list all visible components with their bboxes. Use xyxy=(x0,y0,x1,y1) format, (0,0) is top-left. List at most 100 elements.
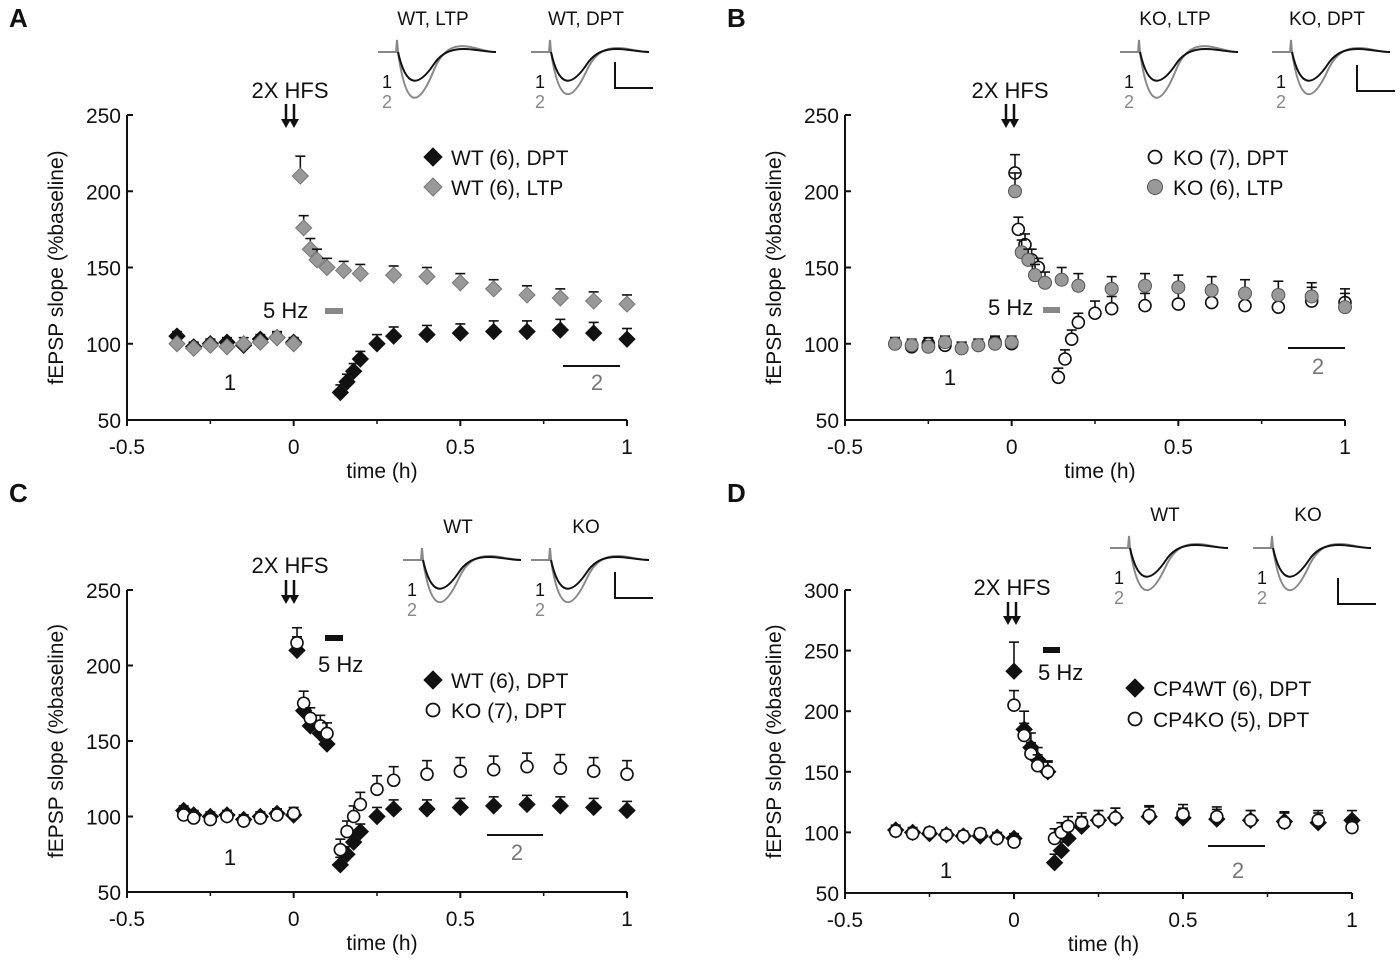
x-tick-label: 0.5 xyxy=(446,436,475,459)
data-point xyxy=(420,767,434,782)
data-point xyxy=(303,711,318,726)
trace-label-1: 1 xyxy=(535,72,545,92)
data-point xyxy=(370,782,384,797)
trace-inset: KO 12 xyxy=(1253,505,1372,608)
data-point xyxy=(618,330,636,348)
data-point xyxy=(344,833,363,851)
legend-entry-label: KO (7), DPT xyxy=(451,700,567,723)
y-tick-label: 200 xyxy=(86,181,121,204)
period-2-label: 2 xyxy=(1232,858,1244,883)
data-point xyxy=(340,824,354,839)
data-point xyxy=(938,335,952,350)
data-point xyxy=(1061,819,1075,834)
data-point xyxy=(1064,332,1079,346)
baseline-period-label: 1 xyxy=(224,370,236,395)
data-point xyxy=(1038,275,1052,290)
panel-a: A 50 100 150 200 250 -0.5 0 0.5 1 time (h) fEPSP sl… xyxy=(9,3,653,483)
data-series-1 xyxy=(888,689,1359,849)
trace-baseline xyxy=(1129,544,1229,578)
legend-marker xyxy=(423,147,443,167)
panel-letter: D xyxy=(727,478,746,508)
data-point xyxy=(484,322,503,341)
data-point xyxy=(1271,300,1286,314)
data-point xyxy=(418,800,436,818)
data-point xyxy=(1238,286,1252,301)
trace-title: WT xyxy=(1150,505,1180,526)
legend-marker xyxy=(1147,149,1163,165)
data-point xyxy=(484,280,503,298)
data-point xyxy=(418,267,436,286)
scale-bar xyxy=(1356,65,1395,92)
trace-label-2: 2 xyxy=(1124,92,1134,112)
data-point xyxy=(386,773,401,788)
data-point xyxy=(290,636,304,650)
hfs-arrow-head xyxy=(1009,119,1019,128)
y-tick-label: 150 xyxy=(86,258,121,281)
data-point xyxy=(351,350,370,368)
y-tick-label: 100 xyxy=(804,822,839,845)
y-tick-label: 50 xyxy=(816,410,839,433)
stimulus-artifact xyxy=(1110,535,1131,549)
x-axis-label: time (h) xyxy=(1068,933,1139,956)
data-point xyxy=(1210,809,1224,824)
data-point xyxy=(168,335,186,353)
data-point xyxy=(1008,184,1022,199)
hfs-arrow-head xyxy=(1011,616,1021,625)
data-point xyxy=(484,797,503,815)
y-axis-label: fEPSP slope (%baseline) xyxy=(763,150,786,384)
x-tick-label: 0.5 xyxy=(1168,909,1197,932)
data-point xyxy=(203,812,218,827)
trace-baseline xyxy=(1291,48,1391,82)
baseline-period-label: 1 xyxy=(944,365,956,390)
data-point xyxy=(584,324,603,342)
legend-entry-label: WT (6), LTP xyxy=(451,177,563,200)
x-tick-label: 0.5 xyxy=(1164,436,1193,459)
data-point xyxy=(520,759,534,774)
data-point xyxy=(318,258,336,277)
data-point xyxy=(338,373,356,391)
x-tick-label: 0.5 xyxy=(446,908,475,931)
stimulus-artifact xyxy=(378,39,399,53)
data-point xyxy=(218,338,236,356)
hfs-label: 2X HFS xyxy=(251,553,328,578)
panel-c: C 50 100 150 200 250 -0.5 0 0.5 1 time (h) fEPSP sl… xyxy=(9,478,653,955)
data-point xyxy=(351,822,370,841)
y-tick-label: 150 xyxy=(804,762,839,785)
x-tick-label: 1 xyxy=(1346,909,1358,932)
trace-baseline xyxy=(1139,48,1239,82)
data-point xyxy=(904,338,919,353)
data-point xyxy=(453,764,468,779)
stimulus-artifact xyxy=(531,547,552,561)
scale-bar xyxy=(614,572,653,599)
data-point xyxy=(333,842,348,857)
data-point xyxy=(418,325,436,344)
data-point xyxy=(1058,352,1072,366)
y-axis-label: fEPSP slope (%baseline) xyxy=(763,624,786,858)
panel-letter: B xyxy=(727,3,746,33)
legend-marker xyxy=(1127,711,1143,727)
trace-inset: WT, DPT 12 xyxy=(531,9,650,112)
x-tick-label: -0.5 xyxy=(109,436,145,459)
data-series-1 xyxy=(168,155,636,358)
x-axis-label: time (h) xyxy=(346,460,417,483)
data-point xyxy=(1238,298,1252,313)
period-2-label: 2 xyxy=(511,840,523,865)
data-point xyxy=(620,767,634,782)
data-point xyxy=(1345,820,1359,835)
hz-label: 5 Hz xyxy=(263,298,308,323)
data-point xyxy=(551,797,570,815)
data-point xyxy=(251,333,270,351)
data-point xyxy=(1108,811,1123,825)
trace-post xyxy=(1291,46,1391,96)
data-series-1 xyxy=(176,626,634,857)
data-point xyxy=(351,264,370,283)
data-point xyxy=(1071,315,1086,330)
data-point xyxy=(586,764,601,779)
trace-inset: KO, DPT 12 xyxy=(1272,9,1391,112)
legend-marker xyxy=(423,177,443,197)
x-tick-label: 0 xyxy=(288,908,300,931)
period-2-label: 2 xyxy=(591,370,603,395)
trace-label-1: 1 xyxy=(535,580,545,600)
trace-baseline xyxy=(1272,544,1372,578)
y-tick-label: 50 xyxy=(98,882,121,905)
